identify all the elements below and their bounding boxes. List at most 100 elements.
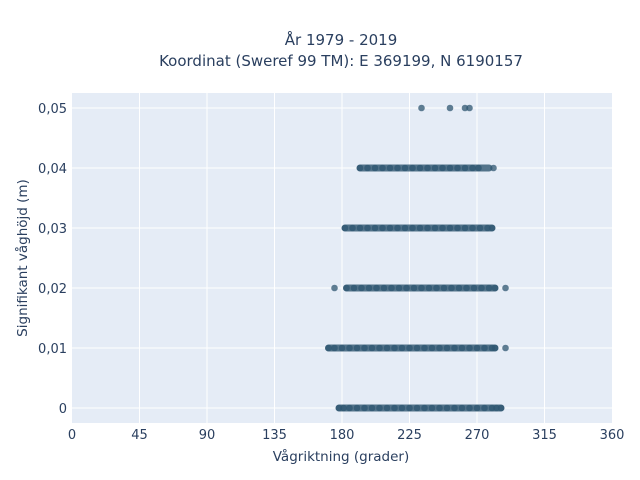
data-point [466, 344, 473, 352]
data-point [331, 344, 338, 352]
data-point [356, 224, 364, 232]
data-point [421, 344, 428, 352]
data-point [364, 164, 371, 172]
data-point [458, 344, 466, 352]
data-point [341, 224, 349, 232]
y-tick-label: 0,04 [38, 162, 67, 177]
data-point [418, 104, 425, 112]
data-point [454, 164, 461, 172]
data-point [331, 284, 338, 292]
data-point [365, 284, 373, 292]
data-point [466, 404, 473, 412]
data-point [490, 164, 497, 172]
data-point [346, 404, 353, 412]
y-tick-label: 0,01 [38, 342, 67, 357]
data-point [469, 164, 476, 172]
data-point [406, 404, 413, 412]
data-point [364, 224, 371, 232]
y-axis-label: Signifikant våghöjd (m) [14, 179, 31, 337]
data-point [356, 164, 364, 172]
data-point [376, 404, 383, 412]
data-point [451, 404, 458, 412]
x-tick-label: 0 [68, 428, 76, 443]
chart-title-line-2: Koordinat (Sweref 99 TM): E 369199, N 61… [159, 52, 523, 70]
y-tick-label: 0,02 [38, 282, 67, 297]
data-point [425, 284, 433, 292]
data-point [443, 344, 451, 352]
data-point [439, 224, 446, 232]
data-point [502, 284, 509, 292]
data-point [416, 164, 424, 172]
data-point [475, 164, 482, 172]
x-tick-label: 135 [262, 428, 287, 443]
data-point [416, 224, 424, 232]
data-point [350, 284, 358, 292]
data-point [383, 404, 391, 412]
data-point [338, 344, 346, 352]
data-point [349, 224, 356, 232]
data-point [376, 344, 383, 352]
data-point [379, 164, 386, 172]
data-point [446, 224, 454, 232]
data-point [473, 344, 481, 352]
data-point [461, 224, 469, 232]
data-point [413, 344, 421, 352]
data-point [368, 404, 376, 412]
data-point [455, 284, 463, 292]
data-points [325, 104, 509, 412]
data-point [373, 284, 380, 292]
x-tick-label: 180 [330, 428, 355, 443]
data-point [497, 404, 505, 412]
data-point [358, 284, 365, 292]
data-point [481, 404, 488, 412]
data-point [446, 164, 454, 172]
data-point [386, 224, 394, 232]
data-point [428, 404, 436, 412]
data-point [469, 224, 476, 232]
data-point [433, 284, 440, 292]
data-point [461, 164, 469, 172]
data-point [383, 344, 391, 352]
data-point [418, 284, 425, 292]
data-point [371, 164, 379, 172]
x-tick-label: 315 [532, 428, 557, 443]
data-point [446, 104, 454, 112]
data-point [436, 344, 443, 352]
data-point [380, 284, 388, 292]
y-tick-label: 0,03 [38, 222, 67, 237]
data-point [470, 284, 478, 292]
data-point [436, 404, 443, 412]
data-point [379, 224, 386, 232]
y-axis-ticks: 0 0,01 0,02 0,03 0,04 0,05 [38, 102, 67, 417]
data-point [424, 164, 431, 172]
data-point [409, 224, 416, 232]
data-point [413, 404, 421, 412]
data-point [371, 224, 379, 232]
data-point [395, 284, 403, 292]
y-tick-label: 0 [59, 402, 67, 417]
x-tick-label: 225 [397, 428, 422, 443]
x-axis-ticks: 0 45 90 135 180 225 270 315 360 [68, 428, 625, 443]
data-point [431, 164, 439, 172]
data-point [346, 344, 353, 352]
data-point [454, 224, 461, 232]
data-point [428, 344, 436, 352]
data-point [410, 284, 418, 292]
data-point [391, 344, 398, 352]
data-point [466, 104, 473, 112]
x-axis-label: Vågriktning (grader) [273, 448, 410, 465]
data-point [394, 224, 401, 232]
data-point [481, 344, 488, 352]
data-point [424, 224, 431, 232]
data-point [401, 224, 409, 232]
data-point [448, 284, 455, 292]
data-point [473, 404, 481, 412]
chart-title-line-1: År 1979 - 2019 [285, 30, 398, 49]
data-point [398, 404, 406, 412]
data-point [409, 164, 416, 172]
data-point [485, 284, 493, 292]
data-point [431, 224, 439, 232]
data-point [340, 404, 347, 412]
data-point [361, 404, 368, 412]
data-point [443, 404, 451, 412]
